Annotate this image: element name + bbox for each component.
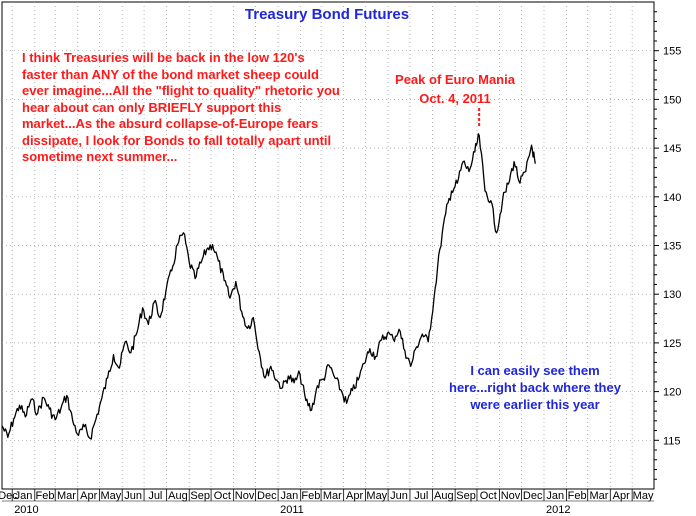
y-tick-label: 150	[663, 94, 681, 106]
x-tick-label: Nov	[235, 490, 255, 502]
y-tick-label: 155	[663, 46, 681, 58]
y-tick-label: 130	[663, 289, 681, 301]
peak-annotation: Peak of Euro Mania Oct. 4, 2011	[385, 70, 525, 108]
x-tick-label: May	[366, 490, 387, 502]
x-tick-label: Feb	[35, 490, 54, 502]
peak-annotation-line2: Oct. 4, 2011	[419, 91, 491, 106]
x-tick-label: May	[633, 490, 654, 502]
x-tick-label: Apr	[346, 490, 363, 502]
x-year-label: 2012	[546, 504, 570, 516]
x-tick-label: Feb	[301, 490, 320, 502]
x-tick-label: Jan	[281, 490, 299, 502]
y-tick-label: 125	[663, 338, 681, 350]
x-tick-label: Nov	[501, 490, 521, 502]
x-year-label: 2010	[14, 504, 38, 516]
x-tick-label: Mar	[590, 490, 609, 502]
y-tick-label: 140	[663, 192, 681, 204]
x-tick-label: Aug	[434, 490, 454, 502]
x-year-label: 2011	[280, 504, 304, 516]
y-tick-label: 115	[663, 435, 681, 447]
x-tick-label: Dec	[257, 490, 277, 502]
x-tick-label: Aug	[168, 490, 188, 502]
x-tick-label: Mar	[57, 490, 76, 502]
y-tick-label: 135	[663, 241, 681, 253]
x-tick-label: Sep	[190, 490, 210, 502]
red-commentary-annotation: I think Treasuries will be back in the l…	[22, 50, 340, 164]
x-tick-label: Oct	[480, 490, 497, 502]
x-tick-label: Mar	[323, 490, 342, 502]
x-tick-label: Oct	[214, 490, 231, 502]
x-tick-label: Jan	[15, 490, 33, 502]
x-tick-label: Jun	[390, 490, 408, 502]
x-tick-label: Jul	[148, 490, 162, 502]
x-tick-label: Feb	[568, 490, 587, 502]
y-tick-label: 120	[663, 387, 681, 399]
x-tick-label: Jun	[124, 490, 142, 502]
x-tick-label: Jul	[414, 490, 428, 502]
x-tick-label: Apr	[613, 490, 630, 502]
y-tick-label: 145	[663, 143, 681, 155]
blue-commentary-annotation: I can easily see them here...right back …	[449, 363, 621, 412]
x-tick-label: Jan	[546, 490, 564, 502]
peak-annotation-line1: Peak of Euro Mania	[395, 72, 515, 87]
x-tick-label: May	[101, 490, 122, 502]
x-tick-label: Apr	[80, 490, 97, 502]
x-tick-label: Dec	[523, 490, 543, 502]
price-series-line	[1, 133, 536, 440]
chart-title: Treasury Bond Futures	[244, 6, 410, 23]
x-tick-label: Dec	[0, 490, 18, 502]
x-tick-label: Sep	[456, 490, 476, 502]
